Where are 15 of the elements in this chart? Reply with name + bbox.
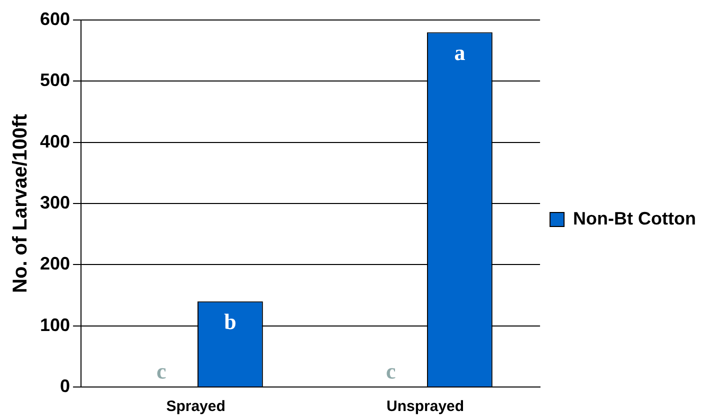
x-tick-label: Unsprayed xyxy=(386,398,464,416)
annotation: c xyxy=(386,358,396,384)
y-tick-label: 200 xyxy=(40,254,70,274)
y-tick-label: 300 xyxy=(40,192,70,212)
y-tick-label: 600 xyxy=(40,8,70,29)
y-tick-label: 0 xyxy=(60,376,70,396)
x-tick-label: Sprayed xyxy=(166,398,226,416)
annotation: c xyxy=(156,358,166,384)
y-axis-title: No. of Larvae/100ft xyxy=(10,114,32,293)
legend-label: Non-Bt Cotton xyxy=(573,208,696,228)
y-tick-label: 500 xyxy=(40,70,70,90)
annotation: b xyxy=(224,309,236,334)
annotation: a xyxy=(454,40,466,65)
y-tick-label: 100 xyxy=(40,314,70,335)
y-tick-label: 400 xyxy=(40,131,70,152)
